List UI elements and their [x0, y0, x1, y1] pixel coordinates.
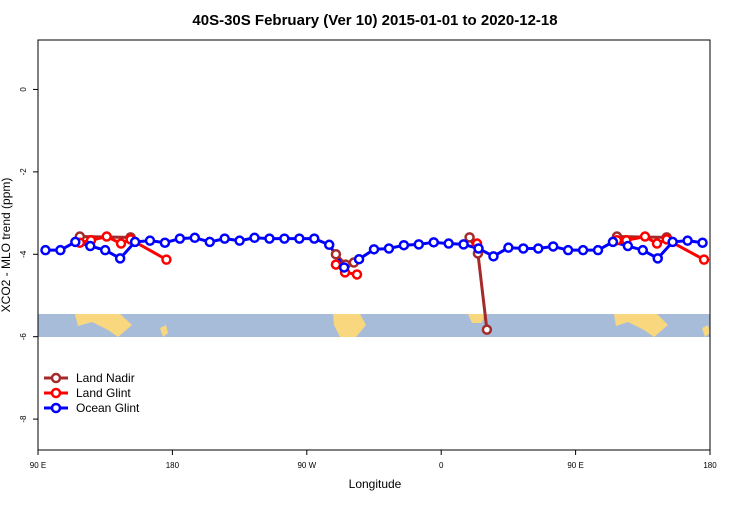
point	[294, 233, 305, 244]
point	[622, 240, 634, 252]
plot-frame	[37, 39, 711, 451]
land	[702, 325, 710, 337]
point	[368, 244, 380, 255]
point	[279, 233, 290, 244]
point	[413, 239, 425, 250]
point	[651, 238, 663, 249]
y-tick-label: -6	[19, 333, 28, 341]
point	[219, 233, 230, 244]
y-tick-label: -2	[19, 168, 28, 176]
x-tick-label: 0	[439, 461, 444, 470]
point	[667, 236, 678, 248]
point	[592, 244, 604, 256]
point	[40, 244, 51, 256]
point	[698, 254, 710, 265]
legend-label: Ocean Glint	[76, 401, 140, 415]
legend-label: Land Glint	[76, 386, 131, 400]
y-tick-label: -8	[19, 415, 28, 423]
ocean-band	[38, 314, 710, 337]
point	[330, 259, 342, 270]
x-axis-label: Longitude	[349, 477, 402, 491]
point	[443, 238, 454, 249]
point	[639, 231, 651, 242]
land	[614, 314, 668, 337]
point	[70, 236, 81, 248]
point	[428, 237, 439, 248]
point	[264, 233, 275, 244]
point	[458, 239, 469, 250]
point	[351, 269, 363, 280]
legend-marker	[50, 402, 62, 414]
land	[468, 314, 484, 323]
x-tick-label: 90 E	[567, 461, 583, 470]
point	[249, 232, 260, 244]
point	[234, 235, 245, 246]
point	[189, 232, 201, 244]
land	[75, 314, 132, 337]
point	[114, 253, 126, 264]
y-axis-label: XCO2 - MLO trend (ppm)	[0, 178, 13, 313]
point	[99, 244, 111, 256]
legend-marker	[50, 387, 62, 399]
point	[161, 254, 172, 265]
point	[562, 244, 574, 256]
point	[607, 236, 619, 248]
point	[330, 249, 342, 260]
legend-label: Land Nadir	[76, 371, 135, 385]
point	[518, 243, 529, 254]
point	[159, 237, 171, 248]
point	[697, 237, 708, 248]
chart-title: 40S-30S February (Ver 10) 2015-01-01 to …	[192, 12, 557, 29]
point	[338, 262, 350, 273]
point	[682, 235, 693, 246]
point	[533, 243, 544, 254]
y-tick-label: 0	[19, 87, 28, 92]
point	[398, 239, 410, 251]
point	[547, 241, 559, 252]
point	[144, 235, 156, 246]
y-tick-label: -4	[19, 250, 28, 258]
point	[383, 243, 395, 254]
point	[481, 324, 493, 335]
x-tick-label: 180	[703, 461, 717, 470]
point	[577, 244, 589, 256]
point	[473, 243, 484, 254]
map-strip	[38, 314, 710, 337]
land	[160, 325, 168, 337]
point	[55, 244, 66, 256]
point	[652, 253, 663, 264]
point	[503, 242, 514, 253]
point	[353, 253, 365, 265]
point	[129, 236, 141, 248]
land	[333, 314, 366, 337]
point	[309, 233, 320, 244]
point	[637, 244, 649, 256]
point	[204, 236, 215, 248]
point	[101, 231, 112, 242]
point	[323, 239, 335, 251]
x-tick-label: 90 W	[297, 461, 316, 470]
point	[85, 240, 96, 252]
x-tick-label: 90 E	[30, 461, 46, 470]
x-tick-label: 180	[166, 461, 180, 470]
point	[488, 251, 499, 262]
point	[174, 233, 186, 244]
legend-marker	[50, 372, 62, 384]
point	[464, 232, 475, 243]
point	[115, 238, 127, 249]
